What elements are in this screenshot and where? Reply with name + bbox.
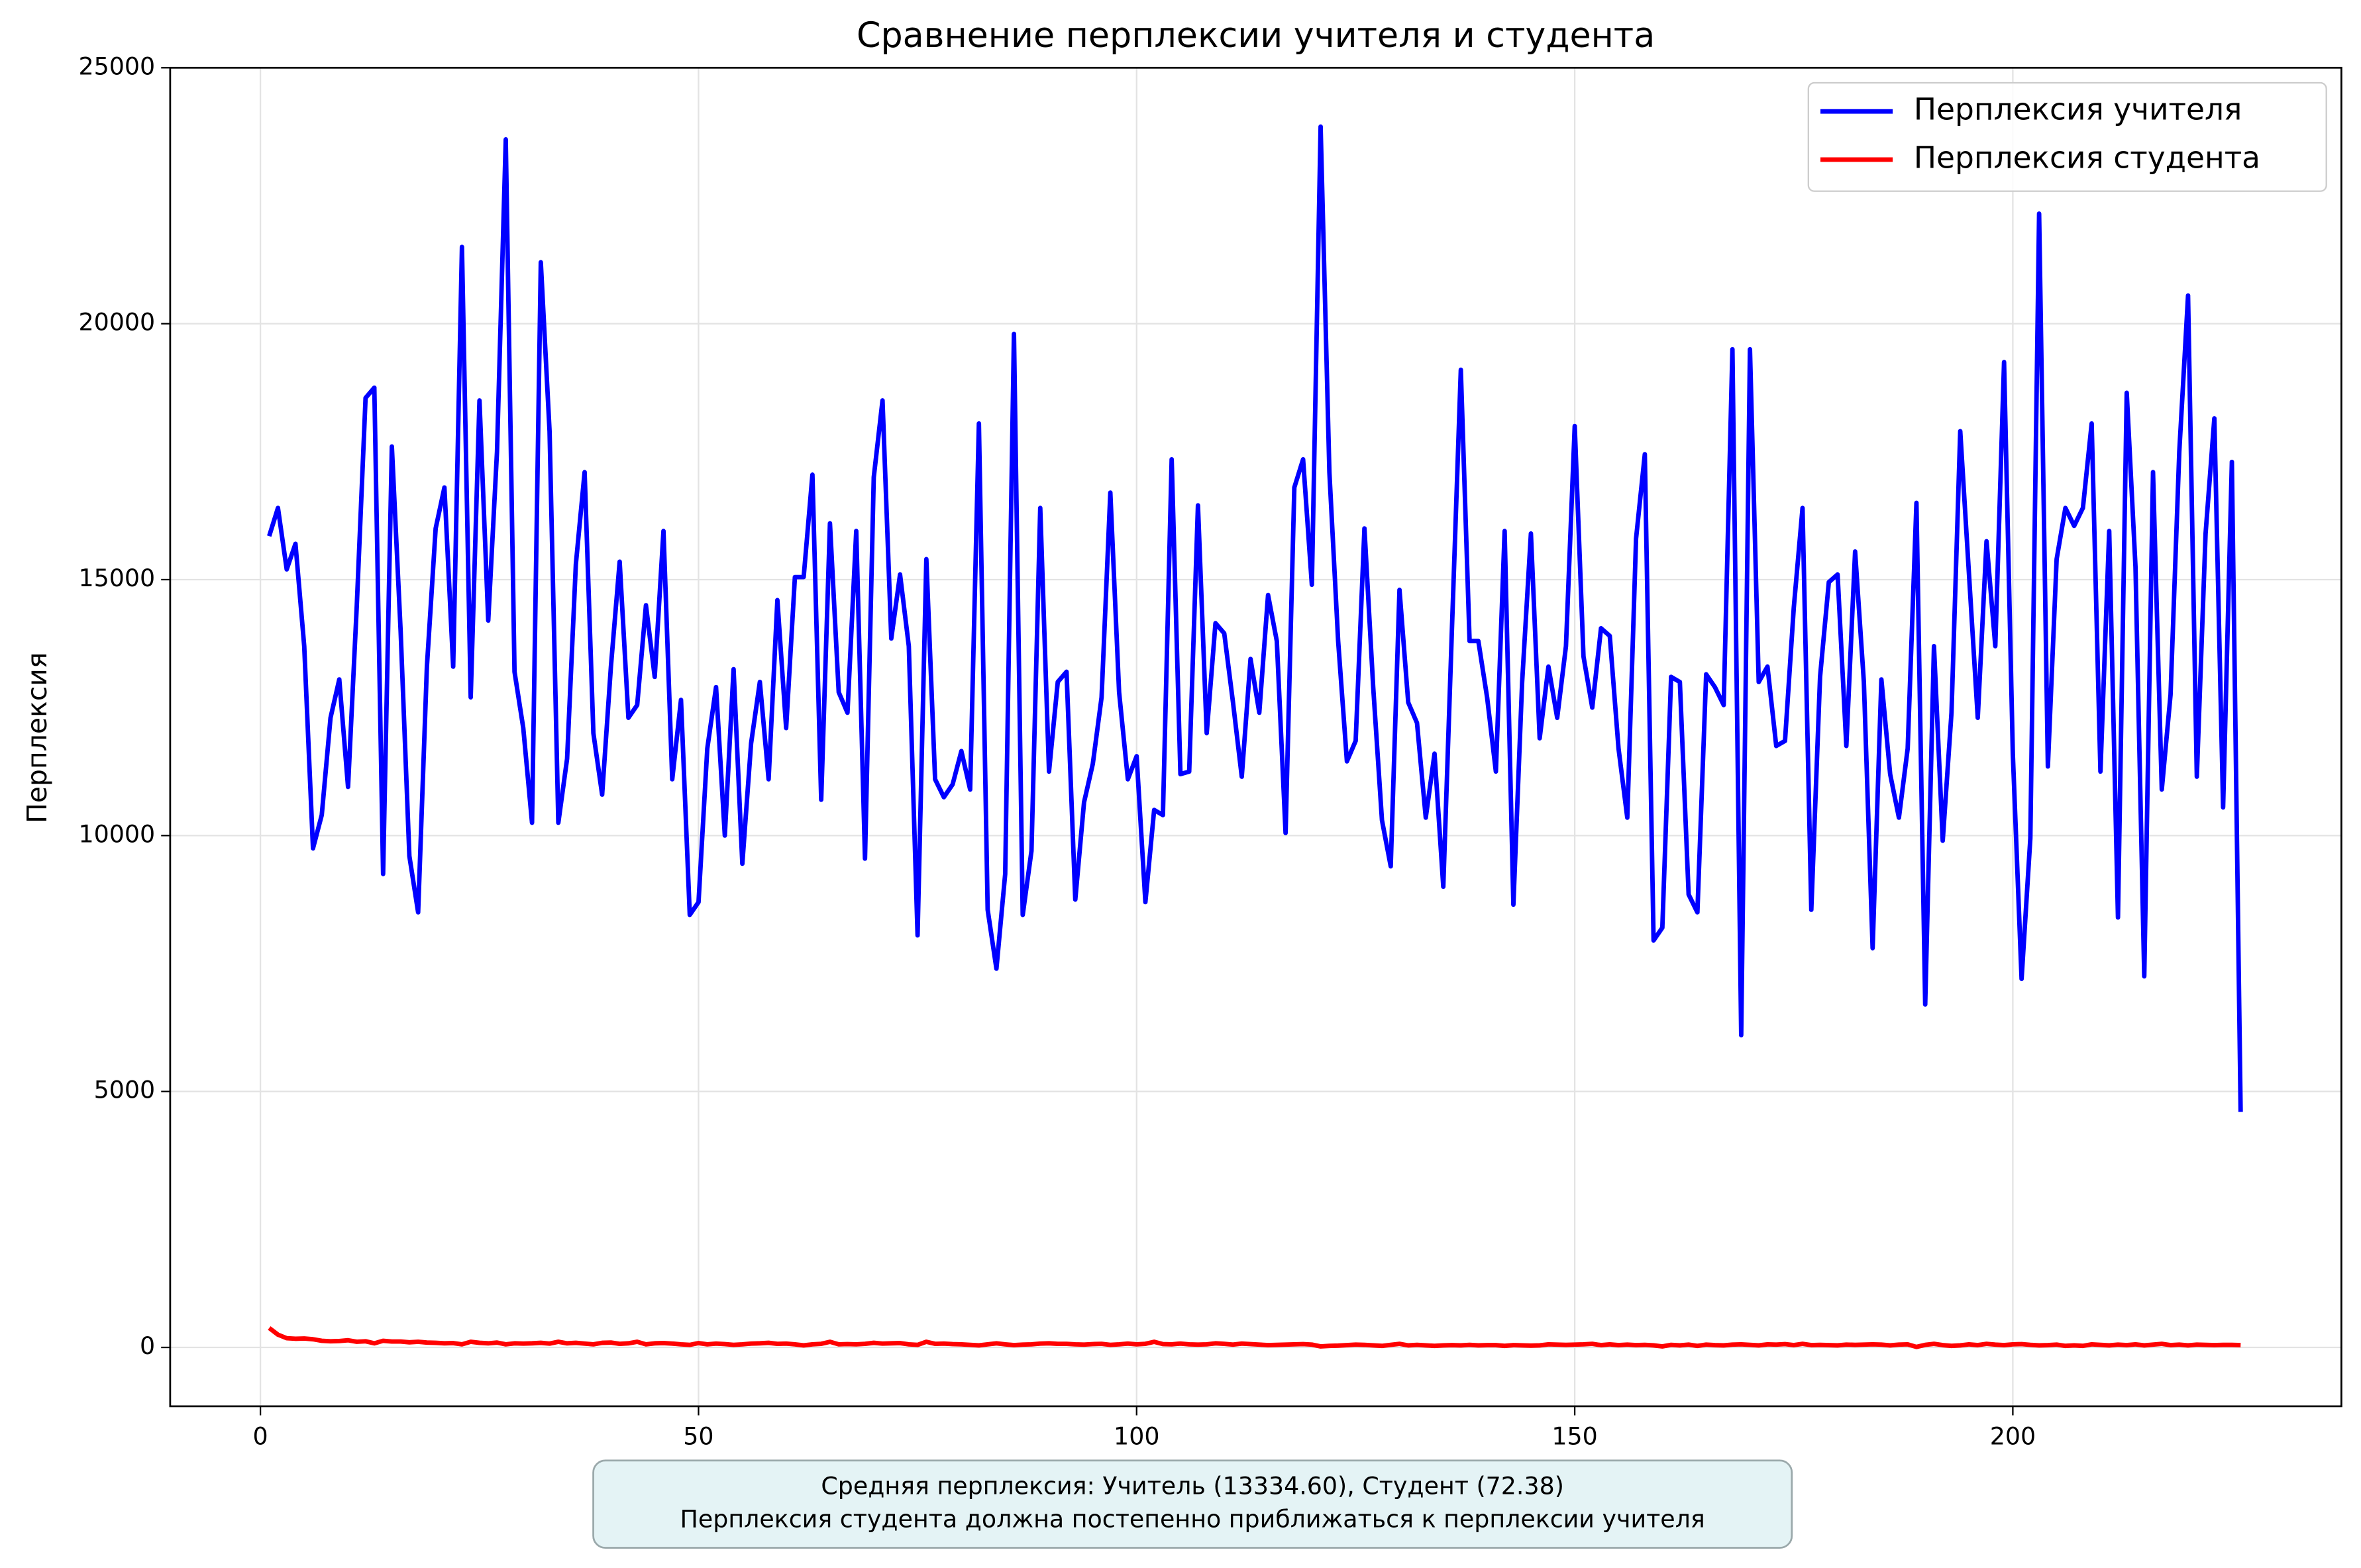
x-tick-label: 200 bbox=[1990, 1422, 2036, 1451]
line-series bbox=[267, 124, 2243, 1112]
line-series bbox=[268, 1326, 2241, 1349]
annotation-box bbox=[592, 1459, 1793, 1549]
y-tick-label: 20000 bbox=[78, 308, 155, 337]
x-tick-label: 50 bbox=[683, 1422, 713, 1451]
y-tick-label: 15000 bbox=[78, 564, 155, 592]
y-tick-label: 10000 bbox=[78, 819, 155, 848]
legend-box bbox=[1807, 81, 2327, 192]
y-tick-label: 5000 bbox=[94, 1076, 156, 1104]
x-tick-label: 150 bbox=[1551, 1422, 1597, 1451]
y-tick-label: 0 bbox=[140, 1332, 155, 1360]
y-tick-label: 25000 bbox=[78, 52, 155, 80]
legend-label: Перплексия учителя bbox=[1914, 92, 2242, 127]
x-tick-label: 100 bbox=[1114, 1422, 1159, 1451]
y-axis-label: Перплексия bbox=[21, 653, 53, 823]
annotation: Средняя перплексия: Учитель (13334.60), … bbox=[592, 1459, 1793, 1549]
chart-title: Сравнение перплексии учителя и студента bbox=[857, 15, 1655, 56]
plot-frame bbox=[169, 66, 2342, 1408]
annotation-text: Средняя перплексия: Учитель (13334.60), … bbox=[821, 1472, 1564, 1500]
legend: Перплексия учителя Перплексия студента bbox=[1807, 81, 2327, 192]
legend-label: Перплексия студента bbox=[1914, 140, 2260, 175]
x-tick-label: 0 bbox=[253, 1422, 268, 1451]
annotation-text: Перплексия студента должна постепенно пр… bbox=[680, 1505, 1705, 1534]
